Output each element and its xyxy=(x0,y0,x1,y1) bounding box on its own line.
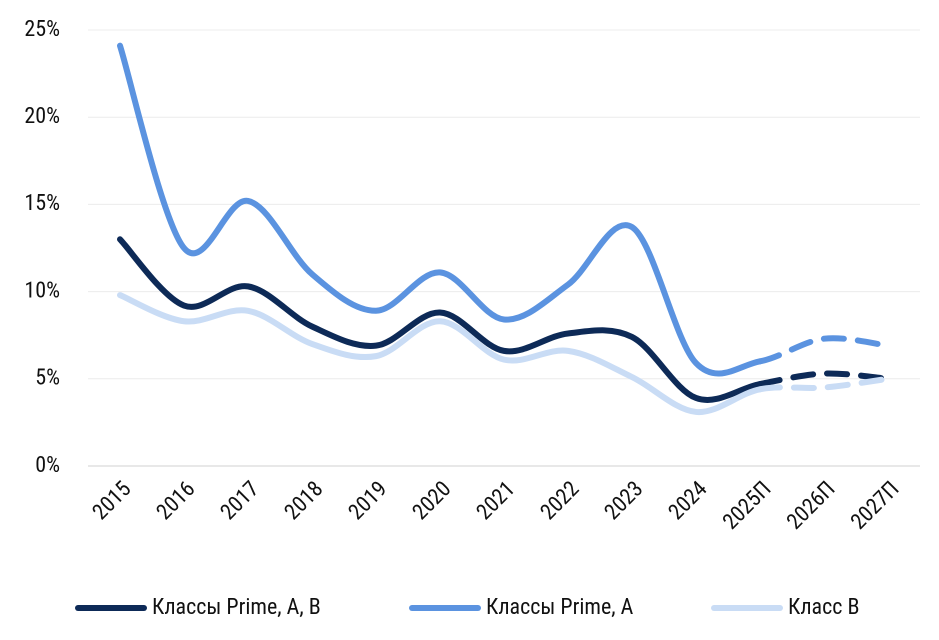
forecast-line xyxy=(757,370,891,388)
y-tick-label: 25% xyxy=(24,17,60,42)
line xyxy=(117,42,763,377)
forecast-line xyxy=(757,375,891,393)
legend-label: Классы Prime, A xyxy=(486,595,634,620)
x-tick-label: 2025П xyxy=(718,477,776,535)
x-tick-label: 2015 xyxy=(88,477,136,525)
x-tick-label: 2024 xyxy=(664,477,712,525)
x-tick-label: 2020 xyxy=(408,477,456,525)
x-tick-label: 2021 xyxy=(472,477,520,525)
y-tick-label: 15% xyxy=(24,191,60,216)
x-tick-label: 2027П xyxy=(846,477,904,535)
x-tick-label: 2017 xyxy=(216,477,264,525)
line xyxy=(117,236,763,403)
x-tick-label: 2019 xyxy=(344,477,392,525)
y-tick-label: 20% xyxy=(24,104,60,129)
x-tick-label: 2018 xyxy=(280,477,328,525)
x-tick-label: 2023 xyxy=(600,477,648,525)
forecast-line xyxy=(757,335,891,365)
y-tick-label: 5% xyxy=(35,366,60,391)
x-tick-label: 2022 xyxy=(536,477,584,525)
x-tick-label: 2026П xyxy=(782,477,840,535)
legend-label: Класс В xyxy=(788,595,859,620)
x-tick-label: 2016 xyxy=(152,477,200,525)
legend-label: Классы Prime, A, B xyxy=(152,595,321,620)
y-tick-label: 0% xyxy=(35,453,60,478)
y-tick-label: 10% xyxy=(24,278,60,303)
line xyxy=(117,292,763,415)
